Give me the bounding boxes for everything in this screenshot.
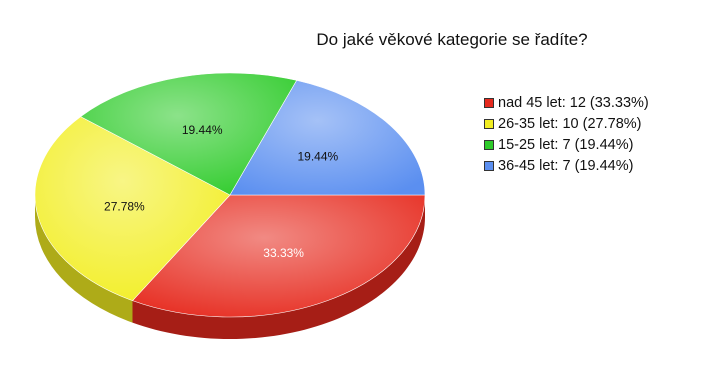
- legend: nad 45 let: 12 (33.33%) 26-35 let: 10 (2…: [484, 92, 649, 176]
- legend-item-15-25: 15-25 let: 7 (19.44%): [484, 134, 649, 155]
- pie-slice-side: [35, 195, 133, 323]
- pie-slice: [34, 116, 231, 302]
- slice-percent-label: 19.44%: [298, 150, 339, 164]
- legend-label: nad 45 let: 12 (33.33%): [498, 94, 649, 111]
- chart-title: Do jaké věkové kategorie se řadíte?: [316, 30, 588, 49]
- legend-item-26-35: 26-35 let: 10 (27.78%): [484, 113, 649, 134]
- legend-item-36-45: 36-45 let: 7 (19.44%): [484, 155, 649, 176]
- pie-slice: [229, 80, 426, 196]
- legend-swatch: [484, 160, 494, 171]
- legend-swatch: [484, 118, 494, 129]
- slice-percent-label: 19.44%: [182, 123, 223, 137]
- legend-swatch: [484, 97, 494, 108]
- pie-slice-side: [132, 195, 425, 339]
- slice-percent-label: 27.78%: [104, 200, 145, 214]
- legend-label: 36-45 let: 7 (19.44%): [498, 157, 634, 174]
- legend-item-nad-45: nad 45 let: 12 (33.33%): [484, 92, 649, 113]
- pie-slice: [131, 194, 426, 318]
- pie-slice: [80, 72, 298, 196]
- legend-label: 15-25 let: 7 (19.44%): [498, 136, 634, 153]
- slice-percent-label: 33.33%: [263, 246, 304, 260]
- legend-swatch: [484, 139, 494, 150]
- legend-label: 26-35 let: 10 (27.78%): [498, 115, 642, 132]
